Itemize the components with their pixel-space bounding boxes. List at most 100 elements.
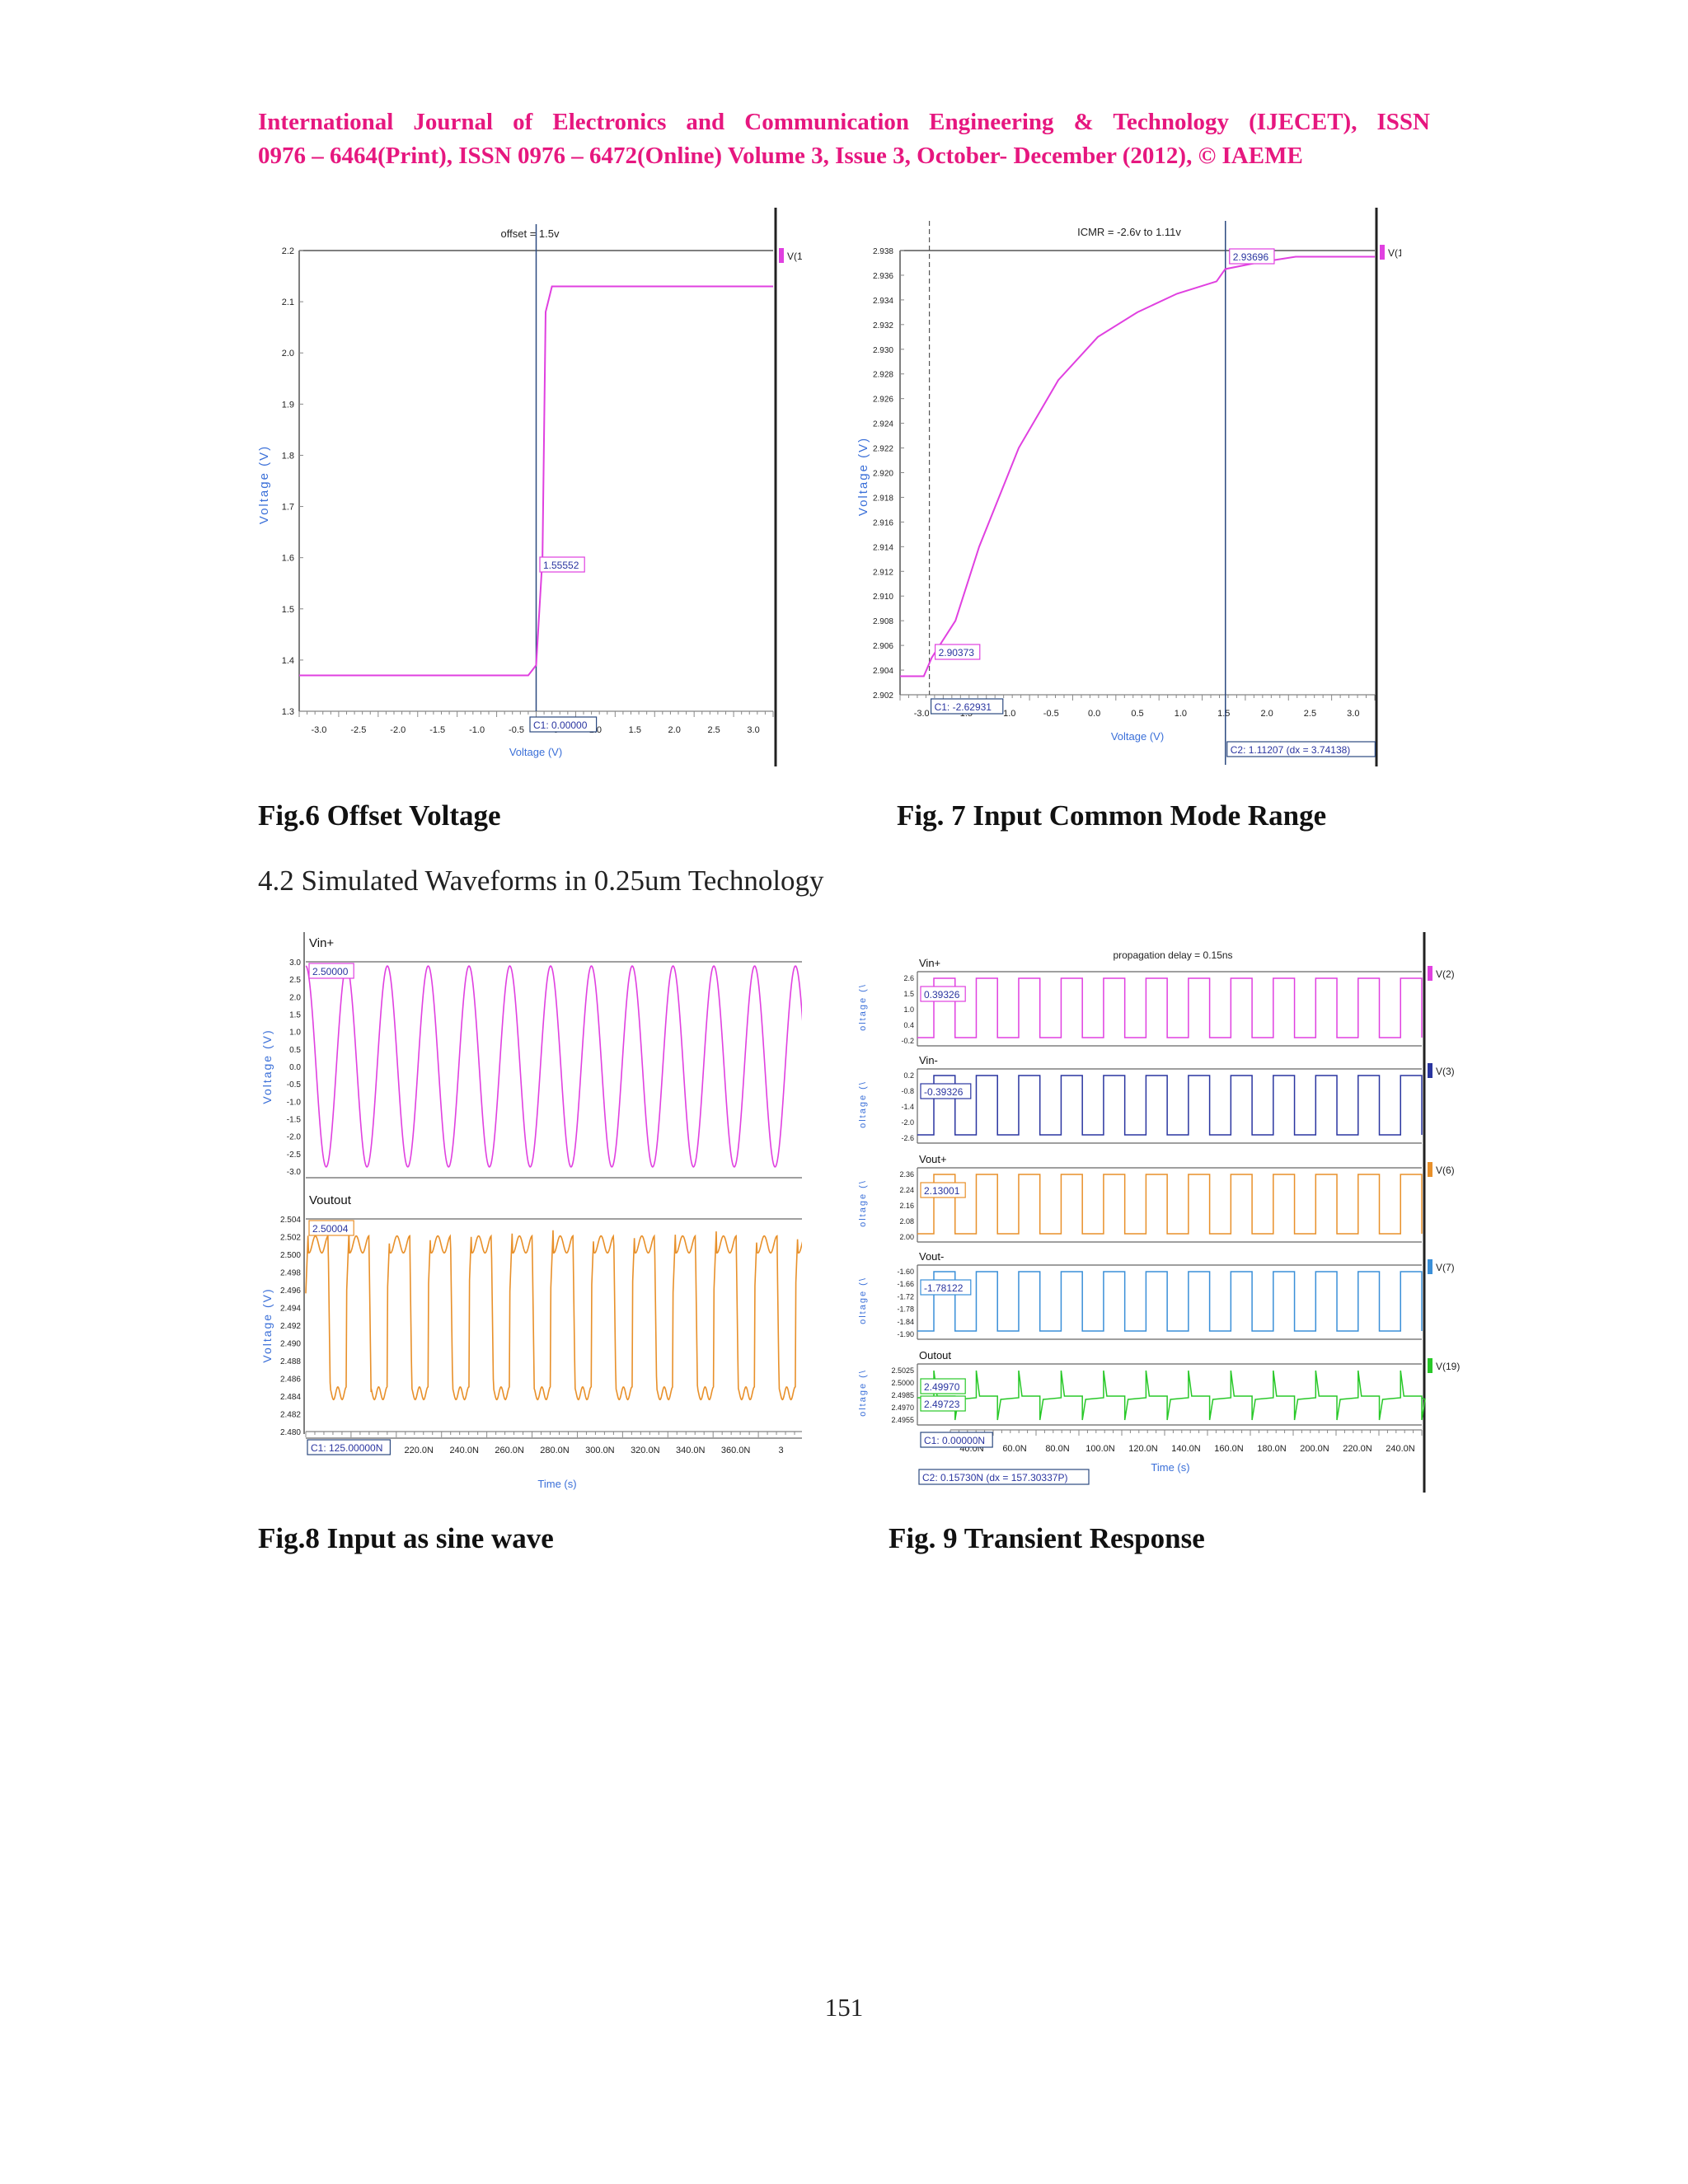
y-axis-label: oltage (\ <box>858 1080 868 1128</box>
section-title: 4.2 Simulated Waveforms in 0.25um Techno… <box>258 865 824 897</box>
x-tick-label: 2.0 <box>1260 709 1273 719</box>
y-tick-label: 2.918 <box>873 494 893 503</box>
series-v2-line <box>917 977 1423 1038</box>
cursor-c1-label-box <box>529 716 598 733</box>
x-tick-label: 360.0N <box>721 1446 751 1455</box>
y-tick-label: 2.930 <box>873 346 893 355</box>
x-tick-label: 1.5 <box>1217 709 1230 719</box>
figure-8-sine-input: Vin+ 3.0 2.5 2.0 1.5 1.0 0.5 0.0 -0.5 -1.0 -1.5 -2.… <box>258 927 802 1504</box>
y-tick-label: 2.4985 <box>891 1391 914 1399</box>
cursor-c2-label: C2: 1.11207 (dx = 3.74138) <box>1231 744 1351 756</box>
x-axis-label: Time (s) <box>537 1478 576 1490</box>
legend-v6-swatch <box>1428 1162 1432 1177</box>
y-tick-label: 2.932 <box>873 321 893 330</box>
y-tick-label: 1.5 <box>903 990 914 998</box>
y-tick-label: 2.36 <box>899 1170 914 1179</box>
y-tick-label: 2.910 <box>873 593 893 602</box>
legend-v19-swatch <box>1428 1358 1432 1373</box>
y-tick-label: 2.486 <box>280 1376 301 1385</box>
y-tick-label: 1.4 <box>282 656 294 666</box>
cursor-c1-value: 2.90373 <box>939 647 975 658</box>
y-tick-label: 1.0 <box>289 1029 301 1038</box>
cursor-c1-value-box <box>934 644 981 660</box>
y-tick-label: 2.4955 <box>891 1416 914 1424</box>
y-tick-label: -0.5 <box>287 1080 302 1090</box>
cursor-c1-label: C1: -2.62931 <box>935 701 992 713</box>
x-tick-label: -2.5 <box>350 725 366 735</box>
chart-title: propagation delay = 0.15ns <box>1113 949 1232 961</box>
journal-header: International Journal of Electronics and… <box>258 105 1430 173</box>
cursor-c1-label: C1: 125.00000N <box>311 1442 382 1454</box>
y-axis-label: oltage (\ <box>858 1277 868 1324</box>
x-tick-label: 100.0N <box>1085 1444 1115 1454</box>
x-axis-label: Voltage (V) <box>509 746 562 758</box>
y-tick-label: -2.6 <box>901 1134 914 1142</box>
cursor-c1-label: C1: 0.00000 <box>533 719 588 731</box>
y-tick-label: -2.0 <box>901 1118 914 1127</box>
figure-6-offset-voltage: offset = 1.5v 2.2 2.1 2.0 1.9 1.8 1.7 1.6 1.5 1.4… <box>258 204 802 781</box>
chart-title: ICMR = -2.6v to 1.11v <box>1077 226 1181 238</box>
y-tick-label: 2.16 <box>899 1202 914 1210</box>
y-tick-label: 3.0 <box>289 958 301 968</box>
panel-cursor-label: 2.13001 <box>924 1185 960 1197</box>
y-axis-label: Voltage (V) <box>258 445 271 524</box>
y-tick-label: 2.922 <box>873 445 893 454</box>
caption-fig7: Fig. 7 Input Common Mode Range <box>897 799 1327 832</box>
x-tick-label: 200.0N <box>1300 1444 1329 1454</box>
x-tick-label: -2.0 <box>390 725 406 735</box>
y-tick-label: 2.24 <box>899 1186 914 1194</box>
series-v3-line <box>917 1075 1423 1136</box>
series-v2-line <box>305 965 802 1168</box>
x-tick-label: -1.0 <box>1000 709 1015 719</box>
legend-v19-swatch <box>1380 245 1385 260</box>
y-tick-label: 2.906 <box>873 642 893 651</box>
y-tick-label: -1.90 <box>897 1330 914 1338</box>
cursor-c1-label-box <box>307 1439 392 1455</box>
y-tick-label: 2.904 <box>873 667 893 676</box>
cursor-value-label: 1.55552 <box>543 560 579 571</box>
panel-title: Vin+ <box>919 957 940 969</box>
x-tick-label: 140.0N <box>1171 1444 1201 1454</box>
panel-title: Vout+ <box>919 1153 947 1165</box>
panel-cursor-label-box <box>920 1378 966 1394</box>
legend-v3-label: V(3) <box>1436 1066 1455 1077</box>
y-tick-label: 2.902 <box>873 691 893 701</box>
y-tick-label: 2.494 <box>280 1305 301 1314</box>
y-tick-label: 2.482 <box>280 1411 301 1420</box>
panel-title: Outout <box>919 1349 951 1361</box>
chart-title: offset = 1.5v <box>501 227 560 240</box>
y-tick-label: 2.0 <box>282 349 294 359</box>
x-tick-label: 120.0N <box>1128 1444 1158 1454</box>
x-tick-label: 240.0N <box>449 1446 479 1455</box>
figure-9-transient-response: propagation delay = 0.15ns Vin+ 2.6 1.5 1.0 0… <box>857 927 1467 1504</box>
y-tick-label: 2.914 <box>873 543 893 552</box>
x-tick-label: 60.0N <box>1002 1444 1026 1454</box>
y-tick-label: -3.0 <box>287 1168 302 1177</box>
x-tick-label: 2.5 <box>707 725 720 735</box>
y-tick-label: 2.480 <box>280 1428 301 1437</box>
y-tick-label: 2.938 <box>873 247 893 256</box>
legend-v19-label: V(19) <box>1436 1361 1460 1372</box>
x-tick-label: 280.0N <box>540 1446 570 1455</box>
x-tick-label: 80.0N <box>1045 1444 1069 1454</box>
y-tick-label: 2.500 <box>280 1251 301 1260</box>
y-axis-label: oltage (\ <box>858 1179 868 1227</box>
caption-fig6: Fig.6 Offset Voltage <box>258 799 501 832</box>
cursor-c1-label-box <box>920 1432 993 1448</box>
x-tick-label: -0.5 <box>509 725 524 735</box>
y-tick-label: 2.920 <box>873 470 893 479</box>
y-tick-label: 1.6 <box>282 554 294 564</box>
cursor-c2-label: C2: 0.15730N (dx = 157.30337P) <box>922 1472 1067 1483</box>
legend-v6-label: V(6) <box>1436 1165 1455 1176</box>
y-tick-label: 0.5 <box>289 1046 301 1055</box>
y-tick-label: -1.4 <box>901 1103 914 1111</box>
legend-v2-swatch <box>1428 966 1432 981</box>
x-tick-label: 3.0 <box>1347 709 1359 719</box>
y-tick-label: 1.3 <box>282 707 294 717</box>
series-v7-line <box>917 1271 1423 1332</box>
x-tick-label: 160.0N <box>1214 1444 1244 1454</box>
cursor-c2-value-box <box>1229 248 1275 265</box>
y-tick-label: 2.1 <box>282 298 294 307</box>
y-axis-label: Voltage (V) <box>260 1029 274 1104</box>
panel-cursor-label: -1.78122 <box>924 1282 964 1294</box>
